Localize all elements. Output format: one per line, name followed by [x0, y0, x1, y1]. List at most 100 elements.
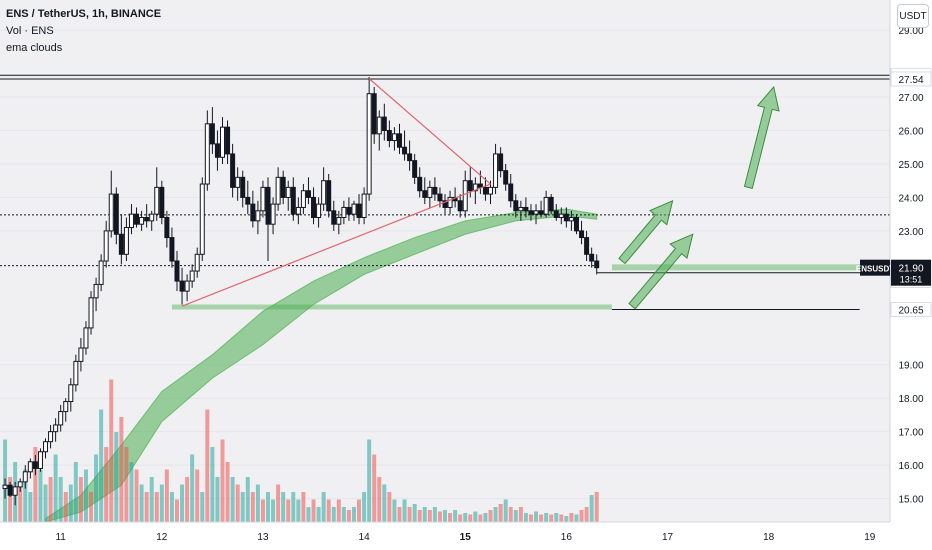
volume-bar-69	[351, 507, 356, 522]
candle-73	[371, 87, 377, 144]
candle-65	[331, 200, 337, 231]
volume-bar-100	[508, 507, 513, 522]
volume-bar-35	[180, 484, 185, 522]
candle-33	[169, 227, 175, 268]
candle-62	[316, 197, 322, 228]
volume-bar-93	[473, 511, 478, 522]
volume-bar-45	[230, 477, 235, 522]
candle-35	[179, 267, 185, 305]
volume-bar-112	[569, 513, 574, 522]
volume-bar-103	[523, 513, 528, 522]
candle-80	[407, 140, 413, 171]
volume-bar-23	[119, 417, 124, 522]
x-tick-label-4: 15	[460, 532, 472, 543]
volume-bar-5	[28, 492, 33, 522]
volume-bar-114	[579, 510, 584, 522]
symbol-title[interactable]: ENS / TetherUS, 1h, BINANCE	[6, 8, 162, 20]
volume-bar-42	[215, 477, 220, 522]
volume-bar-14	[73, 462, 78, 522]
candle-53	[270, 197, 276, 235]
y-tick-label-10: 15.00	[898, 495, 923, 506]
volume-bar-53	[271, 499, 276, 522]
volume-bar-24	[124, 447, 129, 522]
candle-87	[442, 194, 448, 215]
candle-63	[321, 167, 327, 211]
x-tick-label-2: 13	[257, 532, 269, 543]
volume-bar-81	[412, 504, 417, 522]
volume-bar-57	[291, 492, 296, 522]
support-zone-0	[611, 264, 890, 271]
y-tick-label-5: 23.00	[898, 227, 923, 238]
candle-17	[88, 291, 94, 335]
currency-button[interactable]: USDT	[897, 4, 929, 28]
candle-28	[144, 204, 150, 228]
y-tick-label-2: 26.00	[898, 127, 923, 138]
pair-badge-box	[860, 259, 890, 276]
candle-13	[68, 378, 74, 412]
candle-39	[199, 177, 205, 261]
volume-bar-90	[458, 514, 463, 522]
candle-79	[402, 130, 408, 161]
volume-indicator-label[interactable]: Vol · ENS	[6, 25, 54, 37]
candle-19	[98, 254, 104, 292]
volume-bar-51	[260, 499, 265, 522]
candle-98	[498, 147, 504, 178]
candle-1	[7, 481, 13, 497]
candle-45	[230, 143, 236, 198]
candle-78	[396, 123, 402, 154]
volume-bar-8	[43, 484, 48, 522]
ema-clouds-indicator-label[interactable]: ema clouds	[6, 42, 63, 54]
volume-bar-108	[549, 514, 554, 522]
volume-bar-33	[169, 492, 174, 522]
volume-bar-9	[48, 477, 53, 522]
candle-107	[543, 190, 549, 218]
x-tick-label-5: 16	[561, 532, 573, 543]
candle-11	[58, 404, 64, 432]
volume-bar-92	[468, 514, 473, 522]
volume-bar-98	[498, 504, 503, 522]
volume-bar-117	[594, 492, 599, 522]
volume-bar-48	[245, 477, 250, 522]
volume-bar-78	[397, 507, 402, 522]
candles	[2, 76, 600, 506]
volume-bar-87	[443, 510, 447, 522]
volume-bar-82	[417, 510, 422, 522]
candle-34	[174, 250, 180, 292]
candle-85	[432, 177, 438, 201]
candle-70	[356, 194, 362, 225]
candle-110	[558, 207, 564, 225]
volume-bar-15	[78, 477, 83, 522]
candle-106	[538, 200, 544, 218]
candle-81	[412, 153, 418, 185]
candle-67	[341, 200, 347, 225]
price-label-4: 20.65	[898, 306, 923, 317]
candle-111	[563, 207, 569, 228]
volume-bar-111	[564, 516, 569, 522]
volume-bar-49	[250, 492, 255, 522]
candle-101	[513, 194, 519, 218]
support-zone-1	[171, 304, 612, 310]
volume-bar-27	[139, 484, 144, 522]
volume-bar-80	[407, 507, 412, 522]
candle-6	[32, 455, 38, 476]
candle-24	[123, 217, 129, 261]
candle-48	[245, 180, 251, 215]
candle-97	[493, 143, 499, 195]
candle-88	[447, 190, 453, 215]
candle-22	[113, 187, 119, 245]
volume-bar-47	[240, 492, 245, 522]
candle-64	[326, 174, 332, 218]
volume-bar-91	[463, 513, 468, 522]
volume-bar-73	[372, 454, 377, 522]
price-label-box-4	[890, 302, 932, 317]
volume-bar-89	[453, 510, 458, 522]
volume-bar-84	[427, 510, 432, 522]
x-tick-label-1: 12	[156, 532, 168, 543]
candle-18	[93, 277, 99, 312]
volume-bar-32	[164, 469, 169, 522]
volume-bar-86	[437, 511, 442, 522]
time-axis[interactable]	[0, 522, 932, 550]
volume-bar-44	[225, 462, 230, 522]
